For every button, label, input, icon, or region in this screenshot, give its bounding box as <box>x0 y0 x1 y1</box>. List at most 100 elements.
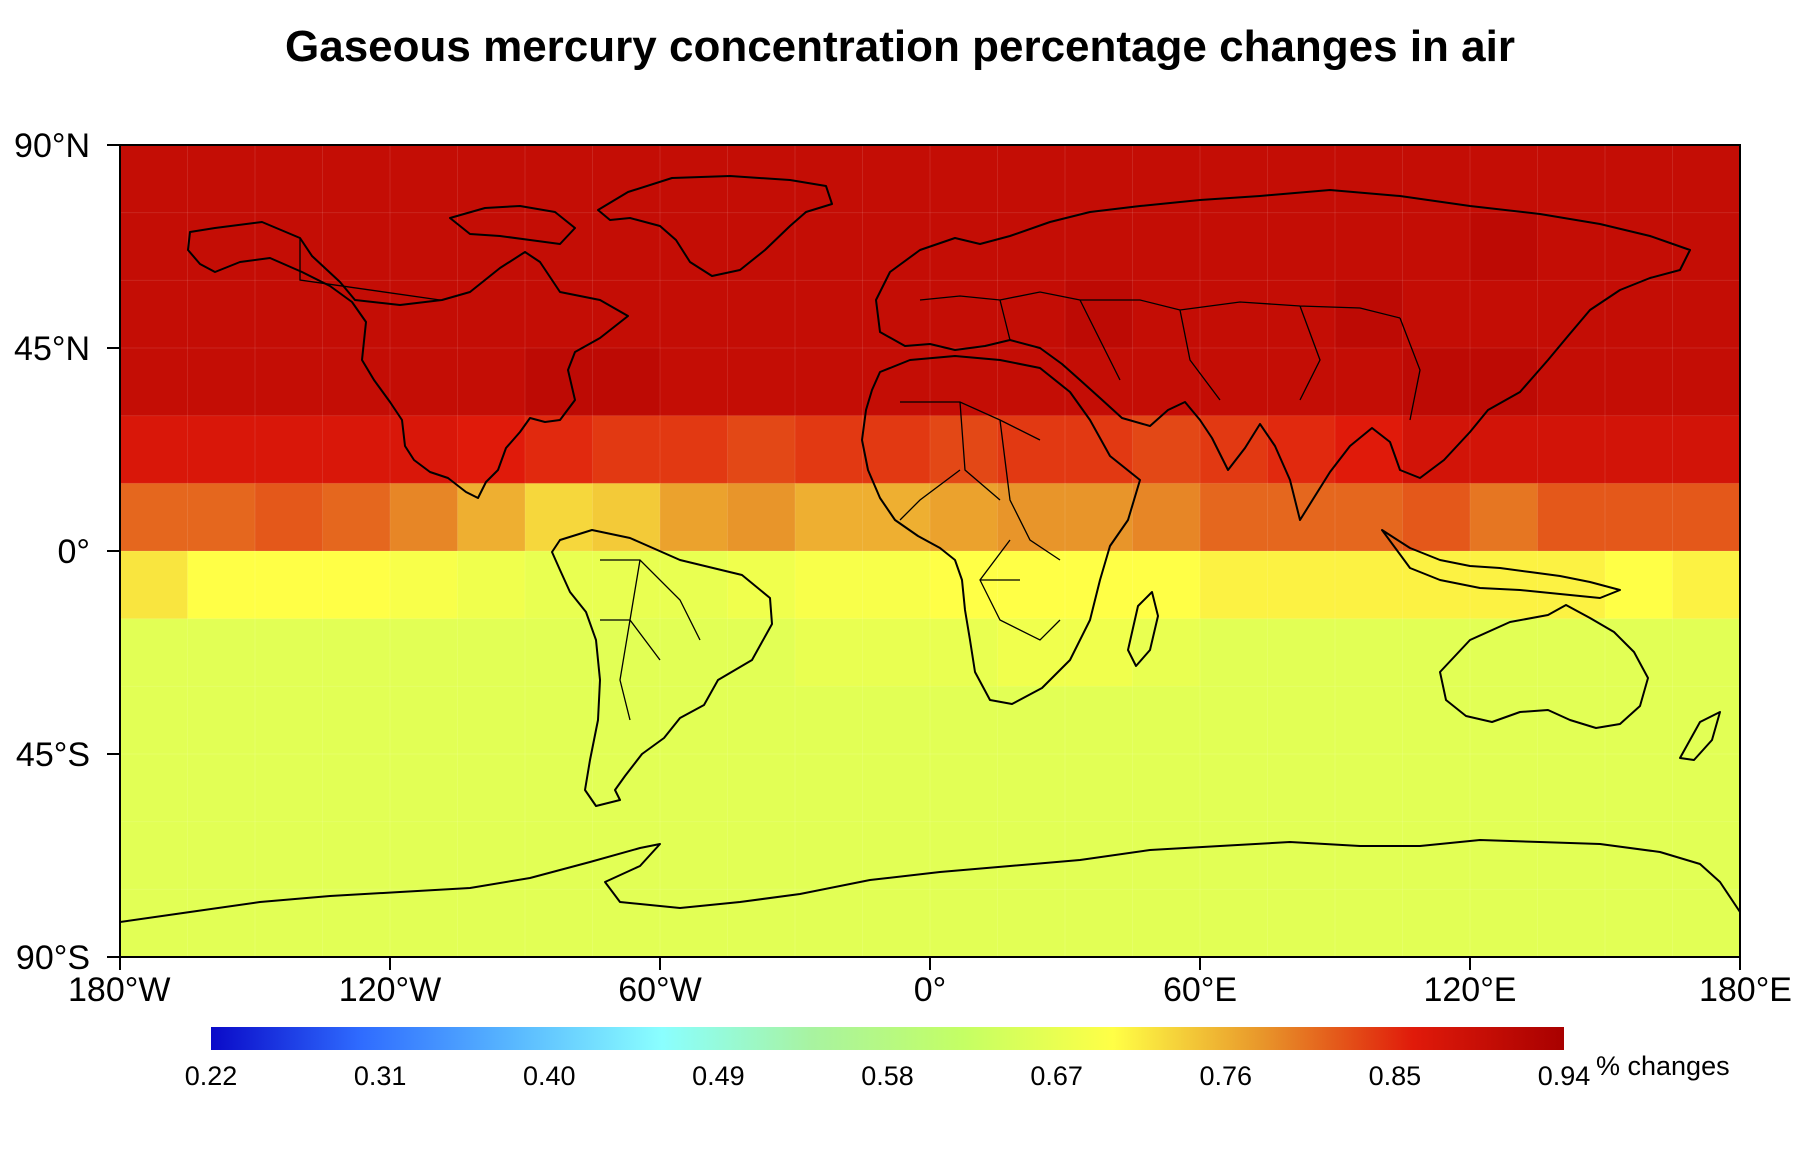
heatmap-cell <box>187 889 256 958</box>
heatmap-cell <box>1267 754 1336 823</box>
heatmap-cell <box>120 280 189 349</box>
heatmap-cell <box>930 686 999 755</box>
heatmap-cell <box>997 754 1066 823</box>
heatmap-cell <box>660 889 729 958</box>
heatmap-cell <box>1672 821 1741 890</box>
heatmap-cell <box>727 280 796 349</box>
madagascar-outline <box>1127 591 1159 667</box>
heatmap-cell <box>1267 551 1336 620</box>
colorbar-tick-label: 0.40 <box>523 1061 576 1091</box>
heatmap-cell <box>1470 212 1539 281</box>
heatmap-cell <box>930 618 999 687</box>
lon-tick-label: 120°E <box>1423 971 1516 1009</box>
heatmap-cell <box>997 212 1066 281</box>
heatmap-cell <box>1132 821 1201 890</box>
heatmap-cell <box>592 754 661 823</box>
colorbar-tick-label: 0.67 <box>1030 1061 1083 1091</box>
heatmap-cell <box>1065 754 1134 823</box>
heatmap-cell <box>1672 415 1741 484</box>
heatmap-cell <box>1132 889 1201 958</box>
heatmap-cell <box>795 618 864 687</box>
heatmap-cell <box>795 551 864 620</box>
heatmap-cell <box>727 348 796 417</box>
heatmap-cell <box>255 145 324 214</box>
heatmap-cell <box>1200 618 1269 687</box>
heatmap-cell <box>930 889 999 958</box>
heatmap-cell <box>1065 212 1134 281</box>
lon-tick-label: 120°W <box>339 971 441 1009</box>
heatmap-cell <box>457 483 526 552</box>
heatmap-cell <box>525 686 594 755</box>
colorbar-tick-label: 0.76 <box>1199 1061 1252 1091</box>
heatmap-cell <box>1335 280 1404 349</box>
heatmap-cell <box>1470 415 1539 484</box>
heatmap-cell <box>727 415 796 484</box>
heatmap-cell <box>795 280 864 349</box>
heatmap-cell <box>862 551 931 620</box>
heatmap-cell <box>1267 686 1336 755</box>
heatmap-cell <box>1132 551 1201 620</box>
south-america-outline <box>551 529 773 807</box>
heatmap-cell <box>862 483 931 552</box>
heatmap-cell <box>1335 348 1404 417</box>
heatmap-cell <box>1335 821 1404 890</box>
heatmap-cell <box>1200 821 1269 890</box>
heatmap-cell <box>1065 821 1134 890</box>
heatmap-cell <box>1335 551 1404 620</box>
heatmap-cell <box>187 821 256 890</box>
heatmap-cell <box>930 145 999 214</box>
heatmap-cell <box>525 821 594 890</box>
heatmap-cell <box>322 686 391 755</box>
heatmap-cell <box>1537 415 1606 484</box>
latitude-axis: 90°N 45°N 0° 45°S 90°S <box>14 127 120 977</box>
heatmap-cell <box>592 348 661 417</box>
heatmap-cell <box>322 145 391 214</box>
heatmap-cell <box>120 212 189 281</box>
heatmap-cell <box>1335 483 1404 552</box>
heatmap-cell <box>1200 483 1269 552</box>
heatmap-cell <box>1065 348 1134 417</box>
heatmap-cell <box>120 686 189 755</box>
heatmap-cell <box>1470 686 1539 755</box>
heatmap-cell <box>322 483 391 552</box>
arctic-islands-outline <box>449 205 576 245</box>
heatmap-cell <box>187 280 256 349</box>
heatmap-cell <box>390 754 459 823</box>
heatmap-cells <box>120 145 1741 958</box>
heatmap-cell <box>1132 754 1201 823</box>
heatmap-cell <box>1672 551 1741 620</box>
heatmap-cell <box>1470 348 1539 417</box>
heatmap-cell <box>727 686 796 755</box>
colorbar-tick-label: 0.85 <box>1369 1061 1422 1091</box>
heatmap-cell <box>322 618 391 687</box>
heatmap-cell <box>660 348 729 417</box>
heatmap-cell <box>1537 618 1606 687</box>
heatmap-cell <box>862 280 931 349</box>
heatmap-cell <box>997 145 1066 214</box>
heatmap-cell <box>592 145 661 214</box>
heatmap-cell <box>457 415 526 484</box>
heatmap-cell <box>525 415 594 484</box>
heatmap-cell <box>120 348 189 417</box>
heatmap-cell <box>1267 415 1336 484</box>
lat-tick-label: 0° <box>57 533 90 571</box>
heatmap-cell <box>1672 889 1741 958</box>
heatmap-cell <box>1537 145 1606 214</box>
heatmap-cell <box>120 415 189 484</box>
heatmap-cell <box>322 348 391 417</box>
heatmap-cell <box>525 348 594 417</box>
colorbar-tick-label: 0.31 <box>354 1061 407 1091</box>
heatmap-cell <box>592 618 661 687</box>
heatmap-cell <box>1402 348 1471 417</box>
heatmap-cell <box>660 618 729 687</box>
heatmap-cell <box>390 145 459 214</box>
heatmap-cell <box>930 754 999 823</box>
heatmap-cell <box>1132 280 1201 349</box>
heatmap-cell <box>1402 415 1471 484</box>
heatmap-cell <box>187 686 256 755</box>
heatmap-cell <box>1402 821 1471 890</box>
heatmap-cell <box>1605 754 1674 823</box>
south-america-borders <box>600 559 701 721</box>
heatmap-cell <box>1335 212 1404 281</box>
heatmap-cell <box>1132 212 1201 281</box>
